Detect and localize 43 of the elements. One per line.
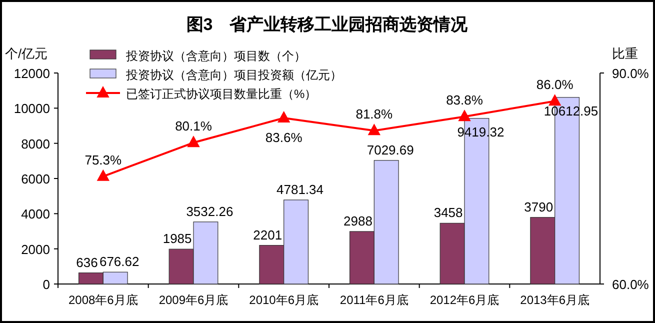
data-label: 75.3% [84, 152, 122, 168]
point [548, 94, 561, 106]
data-label: 2988 [344, 213, 372, 228]
y-tick-label: 0 [42, 277, 50, 292]
data-label: 636 [76, 254, 98, 270]
data-label: 80.1% [175, 118, 212, 134]
data-label: 86.0% [536, 77, 574, 92]
data-label: 676.62 [99, 254, 140, 270]
point [458, 110, 470, 122]
y2-axis-title: 比重 [612, 46, 638, 61]
y-tick-label: 10000 [14, 101, 50, 116]
legend-label: 投资协议（含意向）项目投资额（亿元） [125, 68, 342, 82]
data-label: 4781.34 [276, 182, 324, 197]
data-label: 3532.26 [186, 204, 234, 219]
data-label: 3790 [524, 199, 554, 214]
point [278, 112, 290, 123]
x-tick-label: 2012年6月底 [430, 293, 500, 307]
y-tick-label: 8000 [21, 136, 50, 152]
x-tick-label: 2011年6月底 [340, 293, 408, 307]
y2-tick-label: 90.0% [612, 66, 650, 81]
data-label: 83.8% [446, 92, 484, 108]
x-tick-label: 2010年6月底 [249, 293, 319, 307]
x-tick-label: 2013年6月底 [520, 293, 590, 307]
chart-title: 图3 省产业转移工业园招商选资情况 [186, 15, 469, 34]
data-label: 1985 [162, 231, 192, 246]
x-tick-label: 2009年6月底 [158, 293, 228, 307]
legend-label: 已签订正式协议项目数量比重（%） [126, 87, 317, 101]
y-tick-label: 12000 [14, 66, 50, 81]
data-label: 7029.69 [366, 142, 414, 158]
y-tick-label: 2000 [21, 242, 50, 257]
y2-tick-label: 60.0% [612, 277, 650, 292]
data-label: 2201 [253, 227, 282, 242]
data-label: 3458 [434, 205, 463, 220]
point [368, 124, 380, 136]
x-tick-label: 2008年6月底 [68, 293, 138, 307]
point [188, 136, 200, 148]
point [97, 170, 110, 181]
legend-label: 投资协议（含意向）项目数（个） [125, 49, 306, 63]
y-tick-label: 4000 [21, 206, 50, 222]
y-axis-title: 个/亿元 [5, 46, 48, 61]
data-label: 83.6% [265, 130, 303, 146]
y-tick-label: 6000 [21, 172, 50, 186]
data-label: 81.8% [356, 106, 394, 122]
